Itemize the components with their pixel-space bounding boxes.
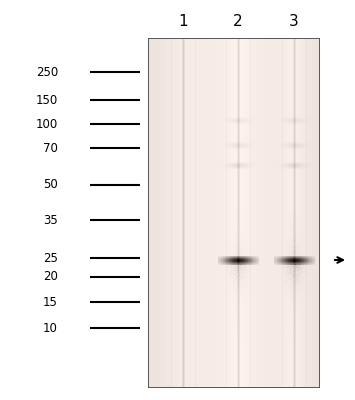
Text: 35: 35	[43, 214, 58, 226]
Text: 20: 20	[43, 270, 58, 284]
Text: 3: 3	[289, 14, 299, 30]
Text: 2: 2	[233, 14, 243, 30]
Text: 150: 150	[36, 94, 58, 106]
Text: 70: 70	[43, 142, 58, 154]
Text: 10: 10	[43, 322, 58, 334]
Text: 1: 1	[178, 14, 188, 30]
Text: 50: 50	[43, 178, 58, 192]
Text: 15: 15	[43, 296, 58, 308]
Text: 250: 250	[36, 66, 58, 78]
Text: 100: 100	[36, 118, 58, 130]
Text: 25: 25	[43, 252, 58, 264]
